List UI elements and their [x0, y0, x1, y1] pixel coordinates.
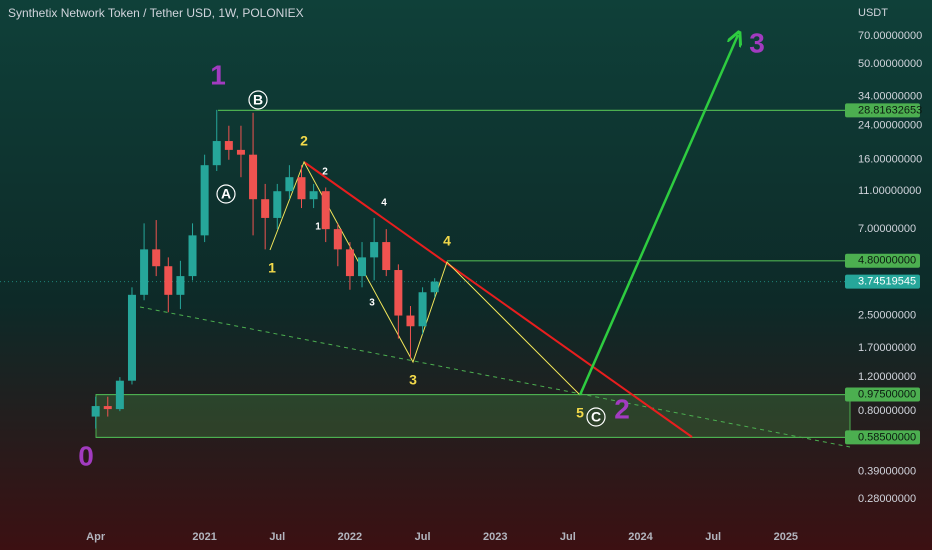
- candle-body: [394, 270, 403, 316]
- candle-body: [127, 294, 136, 381]
- annotation-circle: [248, 90, 268, 110]
- candle-body: [430, 281, 439, 293]
- price-level-label: 4.80000000: [858, 255, 916, 267]
- x-tick-label: 2025: [774, 531, 798, 543]
- x-tick-label: Jul: [269, 531, 285, 543]
- drawings: [0, 35, 851, 448]
- candle-body: [224, 141, 233, 150]
- chart-title: Synthetix Network Token / Tether USD, 1W…: [8, 6, 304, 20]
- candle-body: [309, 191, 318, 200]
- y-tick-label: 70.00000000: [858, 30, 922, 42]
- annotation: C: [591, 409, 601, 425]
- x-tick-label: Jul: [560, 531, 576, 543]
- annotation: 5: [576, 405, 584, 421]
- candle-body: [103, 406, 112, 410]
- candle-body: [176, 276, 185, 295]
- annotation-circle: [216, 184, 236, 204]
- price-level-label: 28.81632653: [858, 104, 922, 116]
- candle-body: [358, 257, 367, 277]
- candles: [91, 109, 439, 429]
- x-tick-label: Jul: [705, 531, 721, 543]
- price-level-box: [845, 103, 920, 118]
- dashed-trendline: [139, 306, 851, 448]
- candle-body: [164, 266, 173, 295]
- candle-body: [321, 191, 330, 230]
- y-tick-label: 0.80000000: [858, 405, 916, 417]
- annotation: 1: [268, 260, 276, 276]
- candle-body: [236, 149, 245, 155]
- annotation: B: [253, 92, 263, 108]
- annotation-circle: [586, 407, 606, 427]
- annotation: 2: [322, 167, 328, 178]
- current-price-label: 3.74519545: [858, 276, 916, 288]
- annotation: A: [221, 186, 231, 202]
- axes: 70.00000000 50.00000000 34.00000000 24.0000…: [86, 30, 922, 543]
- annotation: 1: [210, 59, 226, 90]
- y-tick-label: 2.50000000: [858, 309, 916, 321]
- candle-body: [261, 199, 270, 218]
- candle-body: [406, 315, 415, 327]
- y-tick-label: 24.00000000: [858, 120, 922, 132]
- candle-body: [249, 154, 258, 200]
- support-zone: [95, 394, 851, 438]
- annotation: 2: [614, 393, 630, 424]
- y-tick-label: 7.00000000: [858, 223, 916, 235]
- annotation: 1: [315, 222, 321, 233]
- candle-body: [382, 242, 391, 271]
- annotation: 3: [749, 27, 765, 58]
- x-tick-label: Jul: [415, 531, 431, 543]
- x-tick-label: Apr: [86, 531, 106, 543]
- x-tick-label: 2021: [192, 531, 216, 543]
- y-tick-label: 1.70000000: [858, 342, 916, 354]
- y-tick-label: 16.00000000: [858, 154, 922, 166]
- y-tick-label: 0.39000000: [858, 465, 916, 477]
- candle-body: [140, 249, 149, 295]
- x-tick-label: 2024: [628, 531, 653, 543]
- yellow-wave: [269, 160, 581, 396]
- price-level-box: [845, 430, 920, 445]
- x-tick-label: 2023: [483, 531, 507, 543]
- y-tick-label: 50.00000000: [858, 58, 922, 70]
- annotation: 2: [300, 133, 308, 149]
- candle-body: [91, 406, 100, 417]
- annotation: 3: [409, 372, 417, 388]
- candle-body: [188, 235, 197, 277]
- candle-body: [418, 292, 427, 327]
- y-tick-label: 0.28000000: [858, 493, 916, 505]
- candle-body: [370, 242, 379, 258]
- x-tick-label: 2022: [338, 531, 362, 543]
- annotation: 4: [443, 233, 451, 249]
- green-arrow: [578, 35, 738, 396]
- price-level-box: [845, 387, 920, 402]
- candle-body: [285, 177, 294, 192]
- price-level-label: 0.58500000: [858, 431, 916, 443]
- candle-body: [345, 249, 354, 277]
- annotation: 3: [369, 298, 375, 309]
- y-tick-label: 34.00000000: [858, 90, 922, 102]
- y-tick-label: 11.00000000: [858, 185, 921, 197]
- candle-body: [297, 177, 306, 200]
- y-axis-label: USDT: [858, 7, 888, 19]
- candle-body: [212, 141, 221, 166]
- price-level-label: 0.97500000: [858, 388, 916, 400]
- annotation: 4: [381, 198, 387, 209]
- candle-body: [152, 249, 161, 267]
- current-price-box: [845, 274, 920, 289]
- candle-body: [333, 229, 342, 250]
- annotation: 0: [78, 440, 94, 471]
- candle-body: [273, 191, 282, 218]
- red-trendline: [303, 161, 693, 438]
- price-level-box: [845, 253, 920, 268]
- candle-body: [200, 165, 209, 236]
- candle-body: [115, 380, 124, 410]
- y-tick-label: 1.20000000: [858, 371, 916, 383]
